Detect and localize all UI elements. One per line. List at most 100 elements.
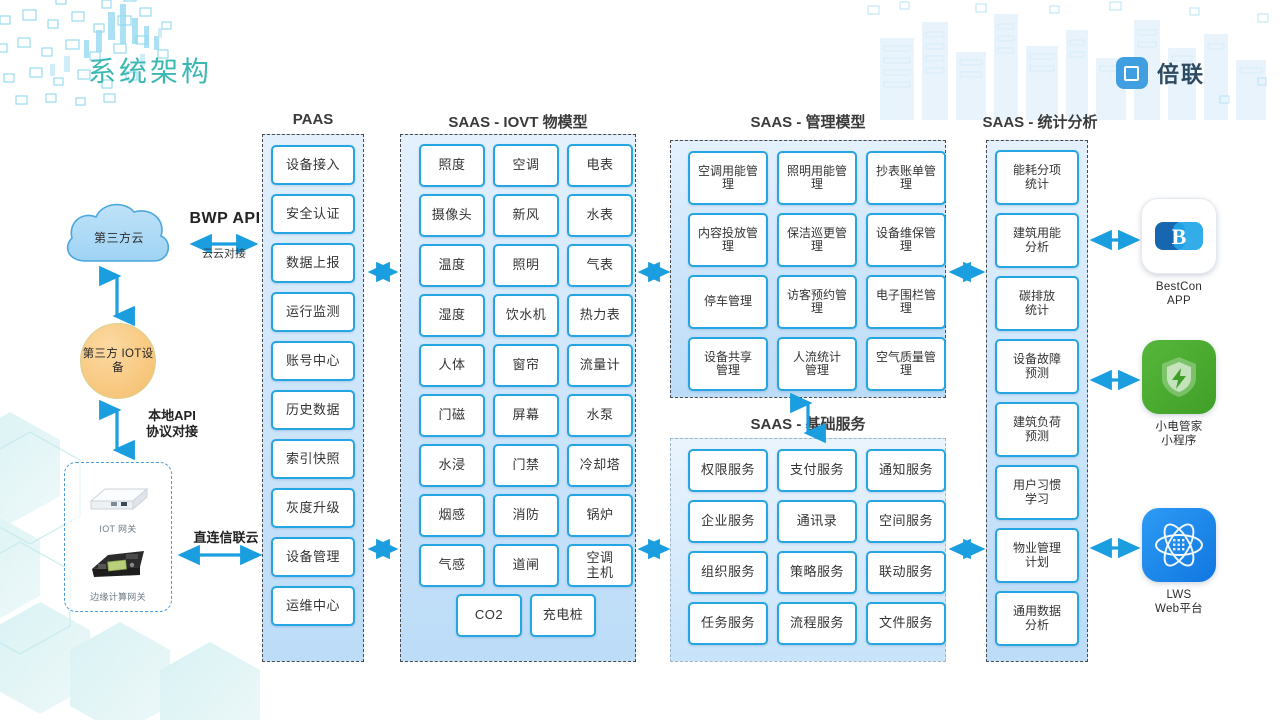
cell-stats-0[interactable]: 能耗分项 统计 (995, 150, 1079, 205)
app-xiaodian[interactable]: 小电管家 小程序 (1119, 340, 1239, 449)
cell-manage-4[interactable]: 保洁巡更管 理 (777, 213, 857, 267)
cell-stats-2[interactable]: 碳排放 统计 (995, 276, 1079, 331)
cell-iovt-12[interactable]: 人体 (419, 344, 485, 387)
gateway-caption-iot: IOT 网关 (99, 524, 137, 534)
cell-iovt-6[interactable]: 温度 (419, 244, 485, 287)
cell-iovt-8[interactable]: 气表 (567, 244, 633, 287)
cell-iovt-27[interactable]: CO2 (456, 594, 522, 637)
cell-manage-3[interactable]: 内容投放管 理 (688, 213, 768, 267)
column-header-manage: SAAS - 管理模型 (750, 114, 866, 131)
cell-manage-11[interactable]: 空气质量管 理 (866, 337, 946, 391)
third-party-cloud: 第三方云 (60, 195, 178, 267)
cell-stats-3[interactable]: 设备故障 预测 (995, 339, 1079, 394)
cell-iovt-26[interactable]: 空调 主机 (567, 544, 633, 587)
cell-manage-10[interactable]: 人流统计 管理 (777, 337, 857, 391)
cell-manage-6[interactable]: 停车管理 (688, 275, 768, 329)
atom-icon (1142, 508, 1216, 582)
cell-manage-8[interactable]: 电子围栏管 理 (866, 275, 946, 329)
arrow-basic-stats (946, 538, 988, 560)
app-bestcon[interactable]: B BestCon APP (1119, 198, 1239, 309)
cell-paas-9[interactable]: 运维中心 (271, 586, 355, 626)
cell-iovt-22[interactable]: 消防 (493, 494, 559, 537)
cell-stats-5[interactable]: 用户习惯 学习 (995, 465, 1079, 520)
bwp-api-label: BWP API (189, 210, 261, 227)
cell-paas-4[interactable]: 账号中心 (271, 341, 355, 381)
arrow-iot-to-gateway (99, 399, 135, 461)
arrow-gateway-to-paas (172, 544, 268, 566)
cell-manage-7[interactable]: 访客预约管 理 (777, 275, 857, 329)
cell-paas-8[interactable]: 设备管理 (271, 537, 355, 577)
cell-manage-0[interactable]: 空调用能管 理 (688, 151, 768, 205)
cell-iovt-10[interactable]: 饮水机 (493, 294, 559, 337)
app-caption-bestcon: BestCon APP (1155, 281, 1203, 308)
panel-stats: 能耗分项 统计 建筑用能 分析 碳排放 统计 设备故障 预测 建筑负荷 预测 用户习惯 学… (986, 140, 1088, 662)
cell-manage-1[interactable]: 照明用能管 理 (777, 151, 857, 205)
cell-basic-1[interactable]: 支付服务 (777, 449, 857, 492)
decor-top-right-city (867, 1, 1269, 120)
cell-iovt-20[interactable]: 冷却塔 (567, 444, 633, 487)
cell-iovt-23[interactable]: 锅炉 (567, 494, 633, 537)
cell-iovt-21[interactable]: 烟感 (419, 494, 485, 537)
cell-iovt-14[interactable]: 流量计 (567, 344, 633, 387)
cell-iovt-25[interactable]: 道闸 (493, 544, 559, 587)
cell-basic-6[interactable]: 组织服务 (688, 551, 768, 594)
cell-iovt-1[interactable]: 空调 (493, 144, 559, 187)
cell-basic-10[interactable]: 流程服务 (777, 602, 857, 645)
cell-iovt-11[interactable]: 热力表 (567, 294, 633, 337)
iot-gateway-icon (89, 487, 149, 511)
cell-manage-5[interactable]: 设备维保管 理 (866, 213, 946, 267)
arrow-basic-manage-vertical (790, 392, 826, 444)
cell-paas-2[interactable]: 数据上报 (271, 243, 355, 283)
cell-manage-2[interactable]: 抄表账单管 理 (866, 151, 946, 205)
cell-iovt-24[interactable]: 气感 (419, 544, 485, 587)
cell-iovt-16[interactable]: 屏幕 (493, 394, 559, 437)
cell-basic-2[interactable]: 通知服务 (866, 449, 946, 492)
cell-paas-7[interactable]: 灰度升级 (271, 488, 355, 528)
cell-iovt-2[interactable]: 电表 (567, 144, 633, 187)
cell-paas-5[interactable]: 历史数据 (271, 390, 355, 430)
cell-iovt-3[interactable]: 摄像头 (419, 194, 485, 237)
cell-basic-9[interactable]: 任务服务 (688, 602, 768, 645)
arrow-paas-iovt-lower (364, 538, 402, 560)
cell-basic-7[interactable]: 策略服务 (777, 551, 857, 594)
cell-iovt-0[interactable]: 照度 (419, 144, 485, 187)
page-title: 系统架构 (88, 56, 213, 87)
cell-paas-1[interactable]: 安全认证 (271, 194, 355, 234)
arrow-iovt-manage (636, 261, 672, 283)
arrow-iovt-basic (636, 538, 672, 560)
cell-basic-8[interactable]: 联动服务 (866, 551, 946, 594)
cell-iovt-7[interactable]: 照明 (493, 244, 559, 287)
cell-stats-6[interactable]: 物业管理 计划 (995, 528, 1079, 583)
edge-compute-gateway-icon (92, 551, 144, 577)
arrow-paas-iovt (364, 261, 402, 283)
cell-basic-4[interactable]: 通讯录 (777, 500, 857, 543)
cell-iovt-9[interactable]: 湿度 (419, 294, 485, 337)
arrow-cloud-to-iot (99, 265, 135, 327)
cell-basic-3[interactable]: 企业服务 (688, 500, 768, 543)
cell-paas-3[interactable]: 运行监测 (271, 292, 355, 332)
cell-basic-11[interactable]: 文件服务 (866, 602, 946, 645)
gateway-group: IOT 网关 边缘计算网关 (64, 462, 172, 612)
gateway-item-iot: IOT 网关 (65, 477, 171, 535)
cell-iovt-15[interactable]: 门磁 (419, 394, 485, 437)
cell-basic-5[interactable]: 空间服务 (866, 500, 946, 543)
cell-iovt-19[interactable]: 门禁 (493, 444, 559, 487)
cell-iovt-28[interactable]: 充电桩 (530, 594, 596, 637)
bestcon-app-icon: B (1141, 198, 1217, 274)
cell-stats-4[interactable]: 建筑负荷 预测 (995, 402, 1079, 457)
panel-iovt: 照度 空调 电表摄像头 新风 水表温度 照明 气表湿度 饮水机 热力表人体 窗帘 流量计门磁 屏幕 水泵… (400, 134, 636, 662)
cell-iovt-18[interactable]: 水浸 (419, 444, 485, 487)
shield-bolt-icon (1142, 340, 1216, 414)
cell-iovt-13[interactable]: 窗帘 (493, 344, 559, 387)
cell-paas-6[interactable]: 索引快照 (271, 439, 355, 479)
cell-iovt-17[interactable]: 水泵 (567, 394, 633, 437)
cell-stats-7[interactable]: 通用数据 分析 (995, 591, 1079, 646)
cell-iovt-5[interactable]: 水表 (567, 194, 633, 237)
cell-stats-1[interactable]: 建筑用能 分析 (995, 213, 1079, 268)
third-party-iot-device: 第三方 IOT设备 (80, 323, 156, 399)
cell-manage-9[interactable]: 设备共享 管理 (688, 337, 768, 391)
cell-basic-0[interactable]: 权限服务 (688, 449, 768, 492)
cell-paas-0[interactable]: 设备接入 (271, 145, 355, 185)
app-lws[interactable]: LWS Web平台 (1119, 508, 1239, 617)
cell-iovt-4[interactable]: 新风 (493, 194, 559, 237)
